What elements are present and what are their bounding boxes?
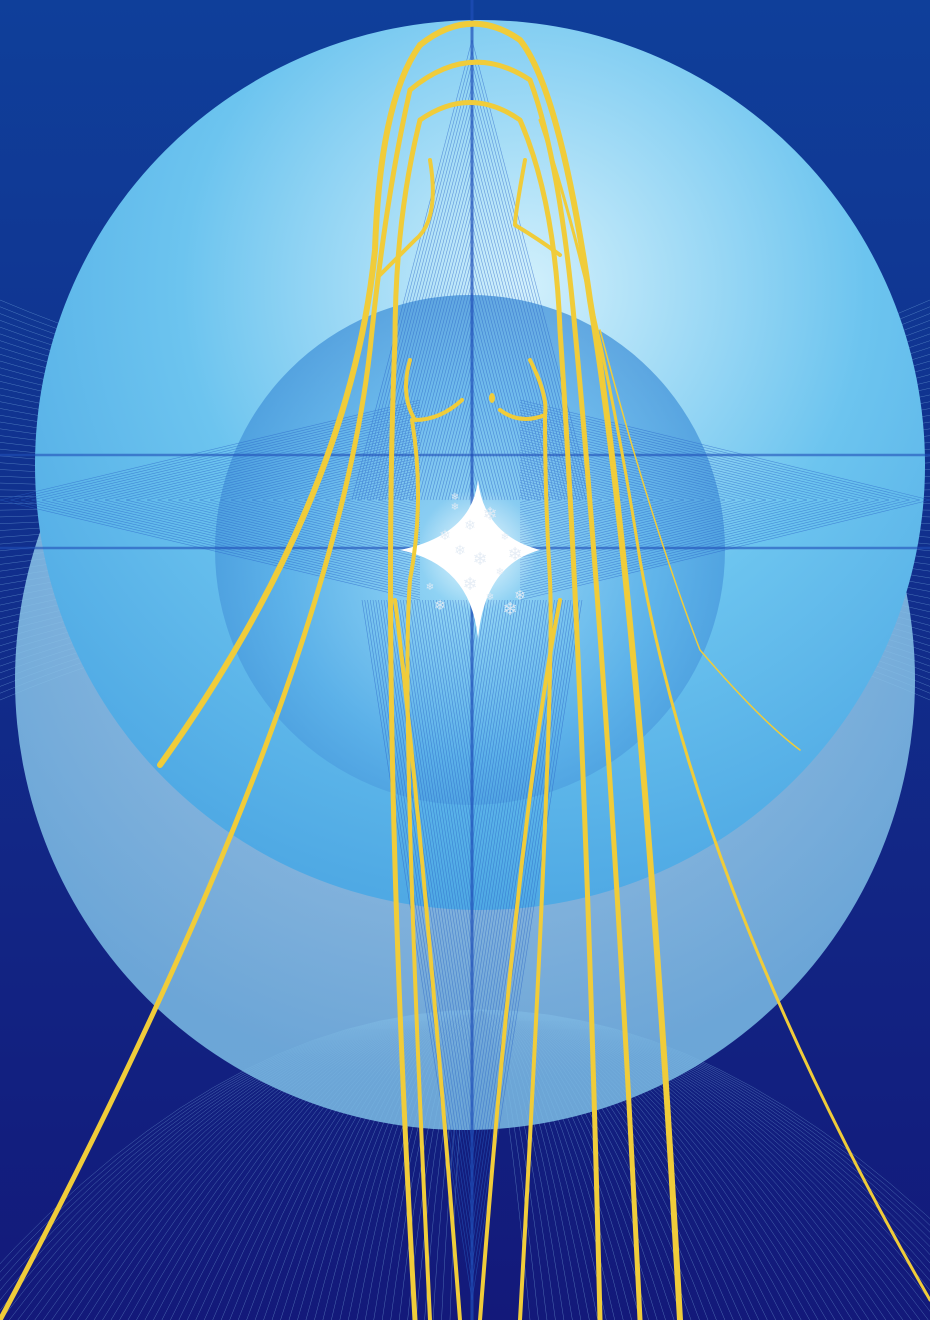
- snowflake-icon: ❄: [507, 544, 522, 565]
- figure-center-right: [478, 598, 562, 1320]
- snowflake-icon: ❄: [496, 567, 504, 578]
- snowflake-icon: ❄: [426, 582, 434, 593]
- snowflake-icon: ❄: [454, 543, 466, 559]
- snowflake-icon: ❄: [472, 549, 487, 570]
- shoulder-left: [378, 158, 435, 277]
- torso-left: [404, 358, 464, 1320]
- snowflake-icon: ❄: [486, 592, 494, 603]
- snowflake-icon: ❄: [502, 599, 517, 620]
- hair-arc-mid: [407, 59, 643, 1320]
- hair-arc-inner-left: [388, 117, 423, 1320]
- snowflake-icon: ❄: [451, 502, 459, 513]
- snowflake-icon: ❄: [501, 532, 509, 543]
- figure-center-left: [393, 598, 462, 1320]
- hair-arc-inner: [417, 100, 603, 1320]
- hair-strand-right: [538, 118, 930, 1302]
- hair-arc-mid-left: [0, 87, 413, 1320]
- snowflake-icon: ❄: [514, 588, 526, 604]
- string-art-cross: [0, 39, 930, 1301]
- hair-strand-right-thin: [599, 329, 801, 751]
- snowflake-icon: ❄: [451, 492, 459, 503]
- shoulder-right: [513, 158, 562, 257]
- snowflake-cluster: ❄❄❄❄❄ ❄❄❄❄❄❄❄❄❄ ❄❄: [426, 492, 526, 620]
- hair-arc-left-outer: [157, 42, 423, 768]
- snowflake-icon: ❄: [482, 504, 497, 525]
- navel-mark: [489, 393, 495, 403]
- figure-outline: [0, 20, 930, 1320]
- snowflake-icon: ❄: [439, 528, 451, 544]
- star-burst: [400, 480, 540, 640]
- snowflake-icon: ❄: [434, 598, 446, 614]
- snowflake-icon: ❄: [462, 574, 477, 595]
- snowflake-icon: ❄: [464, 518, 476, 534]
